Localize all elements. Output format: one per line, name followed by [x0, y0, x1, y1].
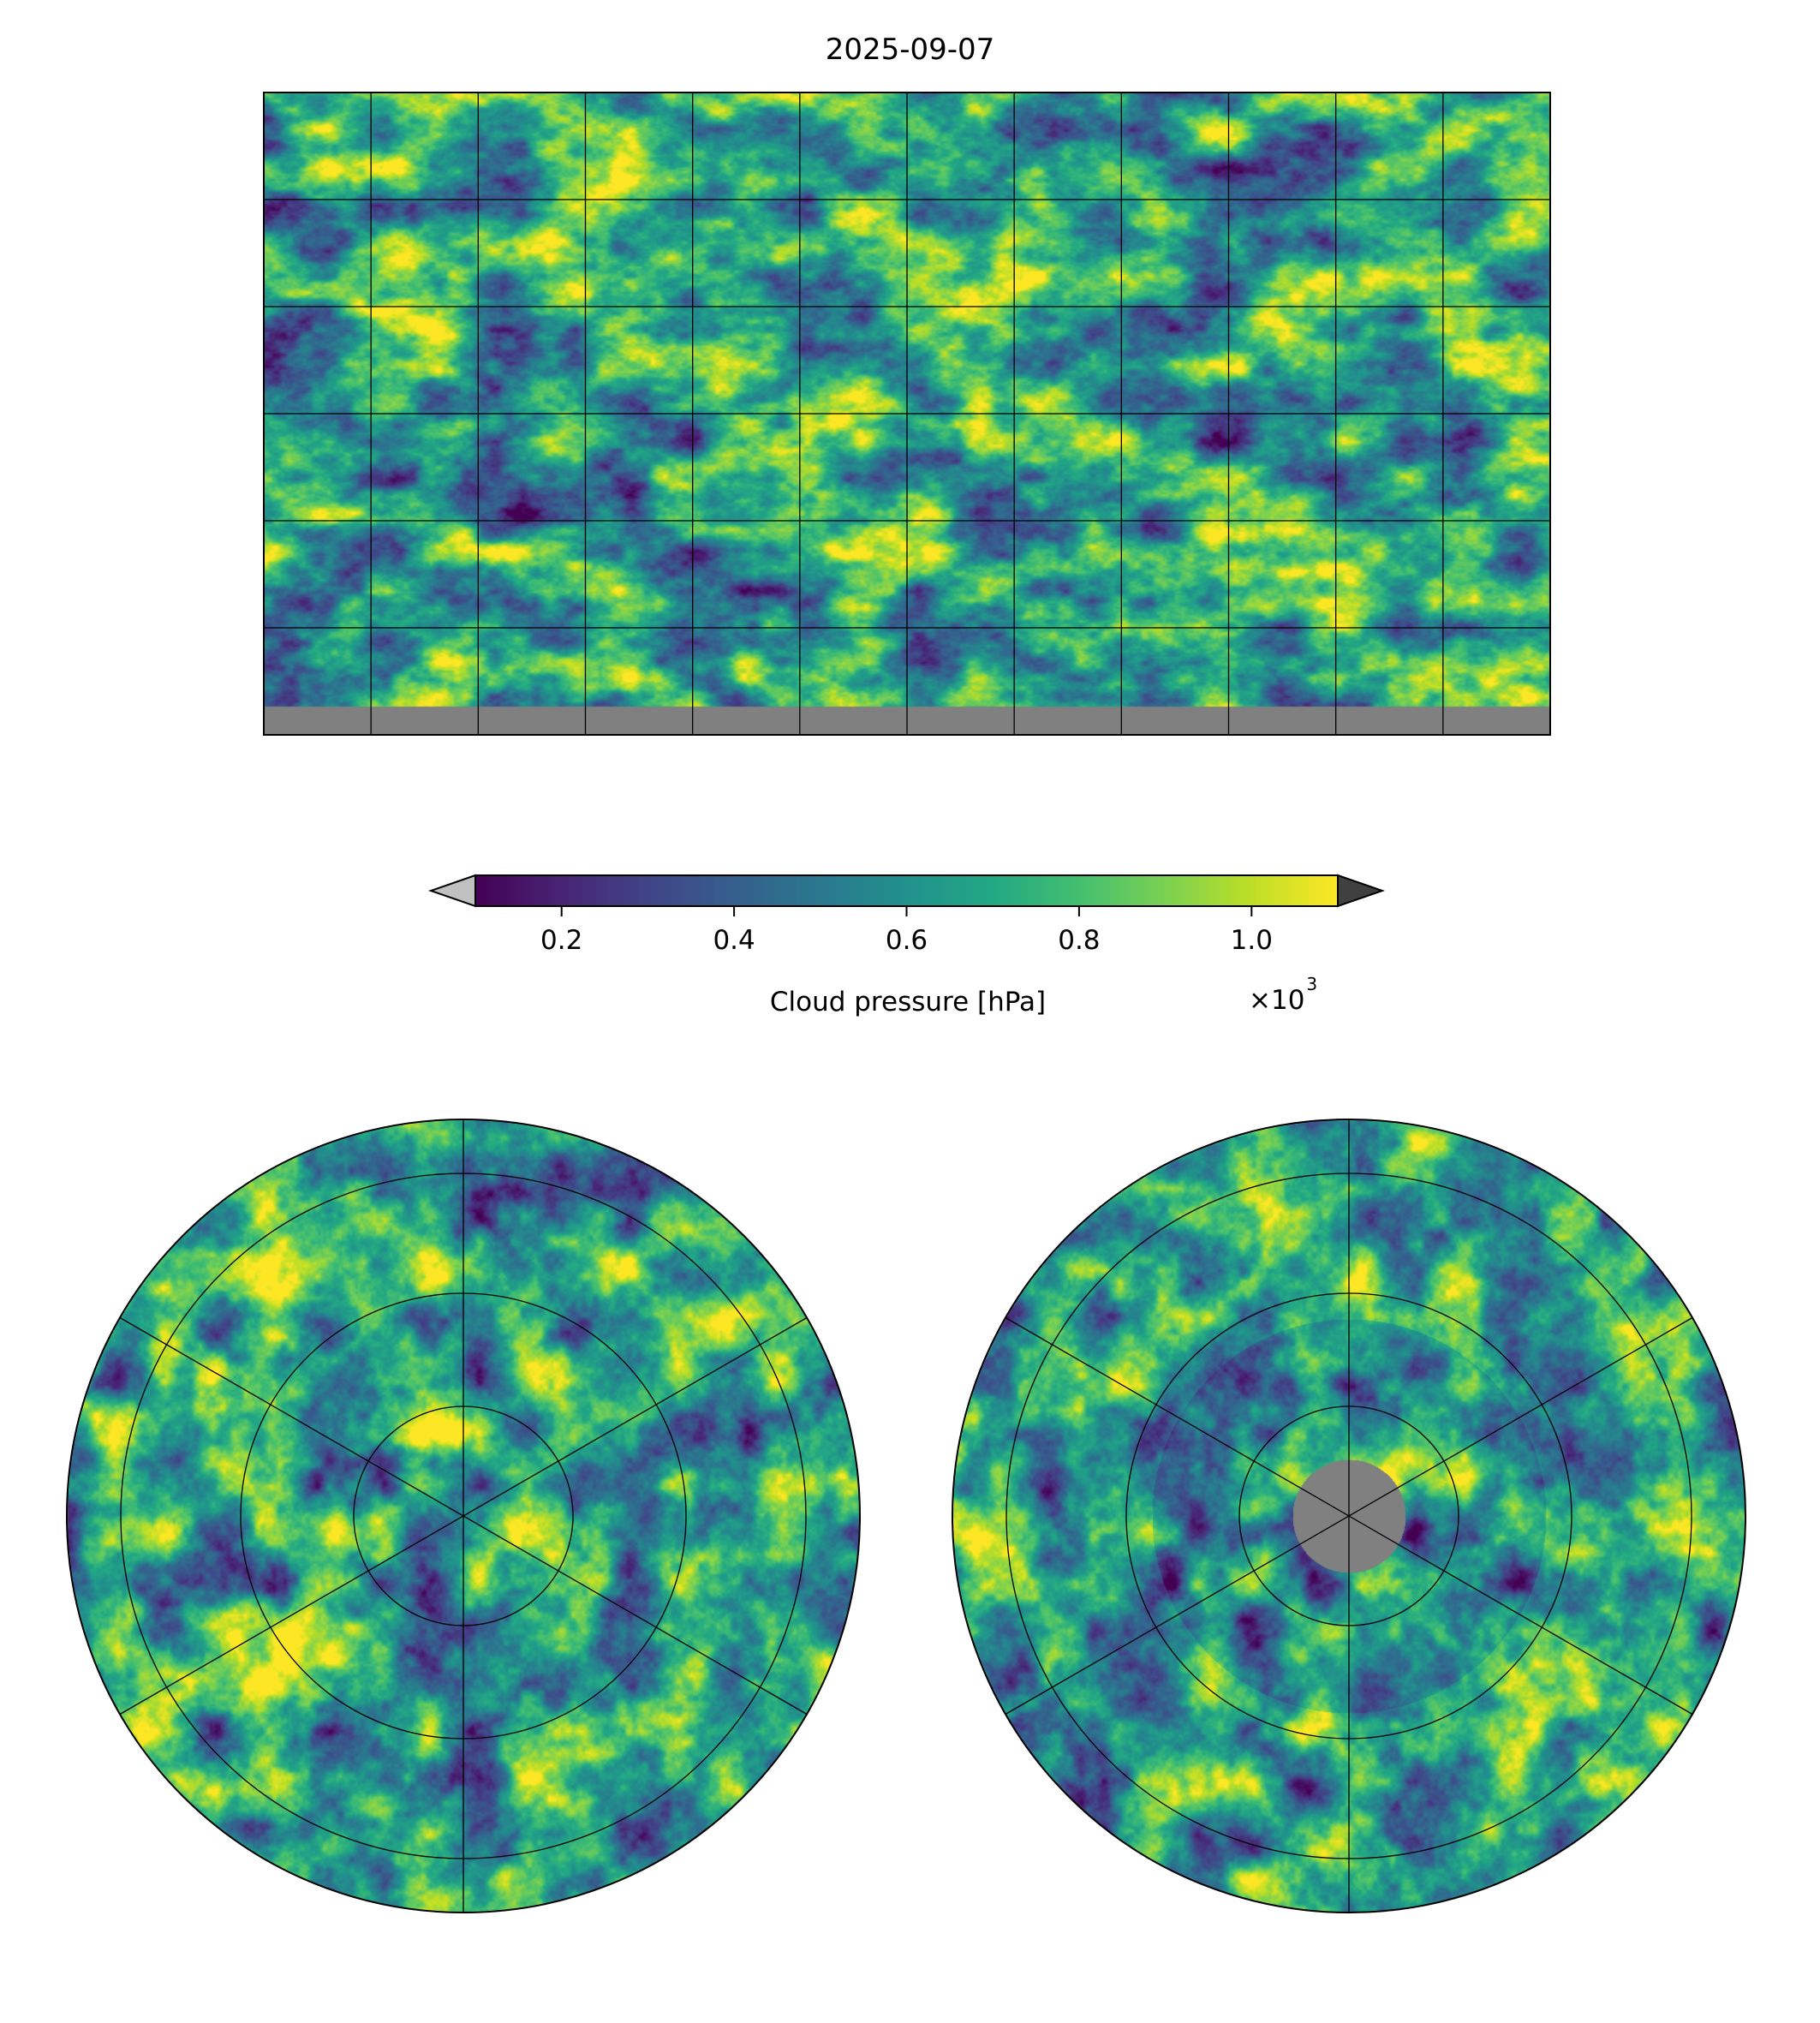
- colorbar-offset-base: ×10: [1249, 985, 1305, 1016]
- colorbar-offset-text: ×10 3: [1249, 975, 1317, 1016]
- colorbar-tick-label: 0.8: [1058, 925, 1101, 956]
- polar-map-boundary: [952, 1119, 1746, 1913]
- colorbar-tick-label: 0.4: [713, 925, 755, 956]
- figure-title: 2025-09-07: [825, 33, 995, 67]
- polar-map-boundary: [66, 1119, 861, 1913]
- colorbar-tick-label: 0.2: [540, 925, 583, 956]
- colorbar-gradient: [474, 874, 1339, 907]
- colorbar-tick-label: 0.6: [885, 925, 928, 956]
- global-map-frame: [263, 92, 1551, 736]
- meridian-line: [119, 1316, 808, 1716]
- colorbar-offset-exponent: 3: [1306, 974, 1318, 994]
- colorbar-label: Cloud pressure [hPa]: [769, 987, 1047, 1017]
- meridian-line: [1005, 1316, 1693, 1716]
- colorbar-tick-label: 1.0: [1230, 925, 1273, 956]
